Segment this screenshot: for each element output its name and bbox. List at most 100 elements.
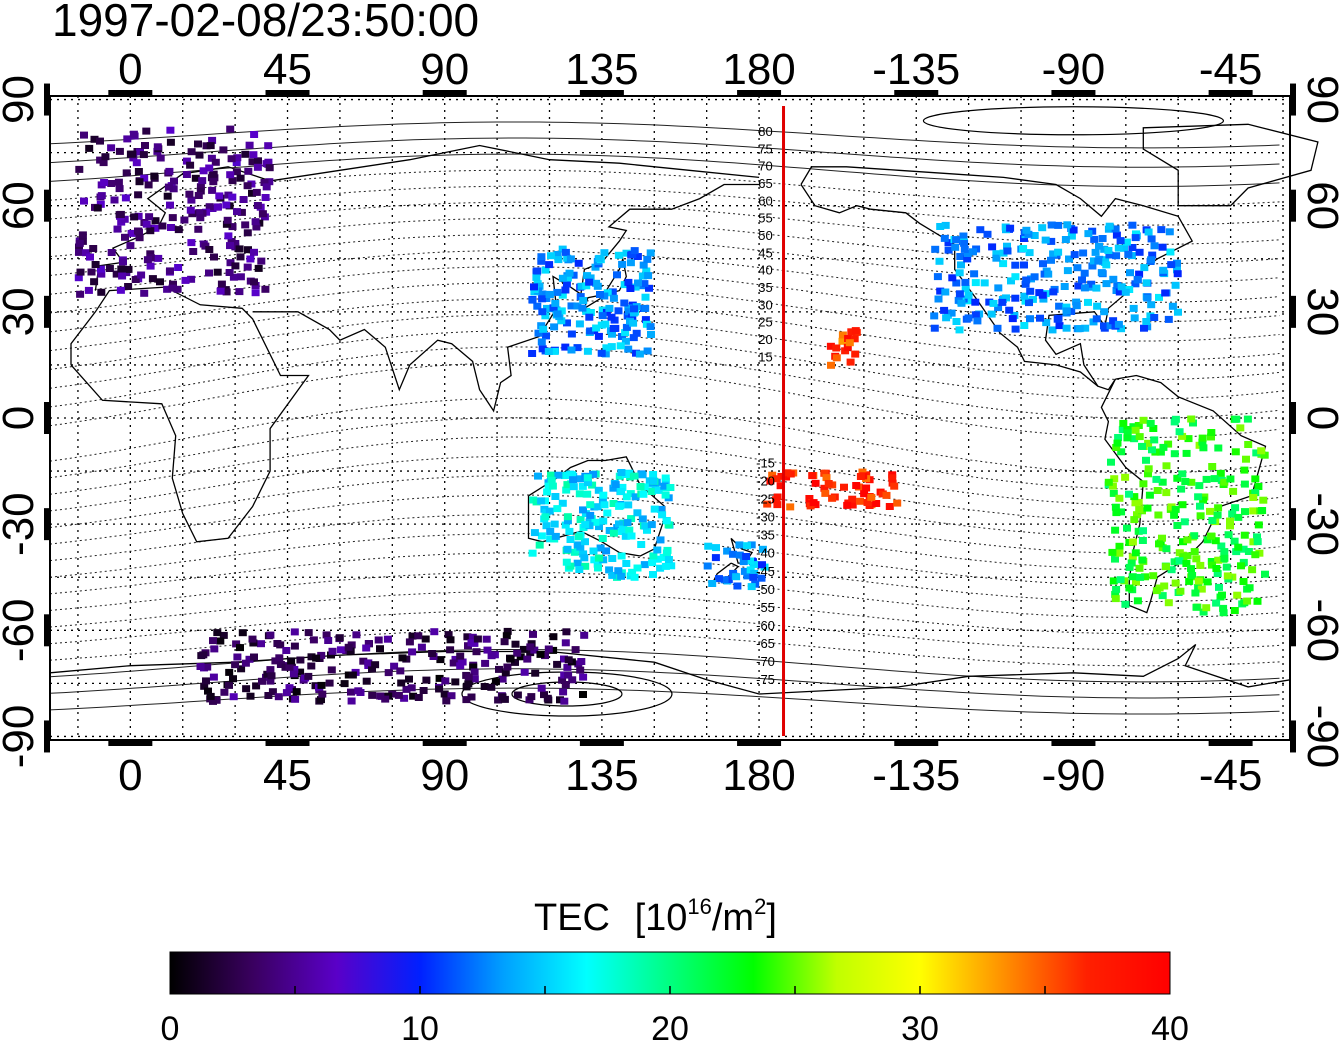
tec-point bbox=[838, 331, 847, 339]
tec-point bbox=[1148, 251, 1157, 259]
tec-point bbox=[534, 472, 542, 480]
tec-point bbox=[304, 672, 313, 680]
tec-point bbox=[1237, 562, 1245, 570]
tec-point bbox=[1054, 248, 1063, 256]
tec-point bbox=[583, 474, 592, 482]
tec-point bbox=[383, 635, 392, 643]
tec-point bbox=[1179, 553, 1188, 561]
tec-point bbox=[409, 692, 418, 700]
tec-point bbox=[523, 655, 532, 663]
coastline bbox=[1142, 123, 1319, 207]
tec-point bbox=[1062, 303, 1071, 311]
tec-point bbox=[743, 572, 752, 580]
tec-point bbox=[1088, 262, 1097, 270]
tec-point bbox=[1139, 416, 1148, 424]
tec-point bbox=[245, 141, 254, 149]
tec-point bbox=[562, 280, 571, 288]
tec-point bbox=[436, 656, 445, 664]
tec-point bbox=[252, 188, 261, 196]
tec-point bbox=[1112, 444, 1121, 451]
tec-point bbox=[1133, 275, 1142, 283]
tec-point bbox=[1011, 261, 1020, 269]
tec-point bbox=[720, 576, 729, 584]
tec-point bbox=[601, 320, 610, 328]
tec-point bbox=[1093, 302, 1102, 310]
tec-point bbox=[583, 347, 592, 355]
tec-point bbox=[544, 348, 553, 355]
tec-point bbox=[1120, 244, 1128, 252]
tec-point bbox=[724, 576, 733, 584]
tec-point bbox=[1191, 589, 1200, 597]
tec-point bbox=[588, 481, 597, 489]
frame-tick bbox=[44, 508, 50, 541]
tec-point bbox=[261, 194, 270, 201]
frame-tick bbox=[1290, 614, 1296, 647]
coastline bbox=[800, 184, 1099, 387]
tec-point bbox=[296, 668, 305, 676]
tec-point bbox=[576, 293, 585, 301]
tec-point bbox=[637, 541, 646, 548]
tec-point bbox=[146, 227, 155, 235]
tec-point bbox=[820, 484, 829, 492]
tec-point bbox=[266, 666, 275, 674]
tec-point bbox=[649, 477, 658, 485]
tec-point bbox=[513, 649, 522, 657]
tec-point bbox=[613, 573, 621, 581]
tec-point bbox=[114, 178, 123, 186]
tec-point bbox=[135, 234, 144, 242]
tec-point bbox=[609, 294, 618, 302]
tec-point bbox=[1133, 511, 1141, 519]
tec-point bbox=[325, 679, 334, 687]
tec-point bbox=[1211, 537, 1220, 545]
tec-point bbox=[568, 676, 577, 684]
tec-point bbox=[422, 676, 431, 684]
tec-point bbox=[1187, 565, 1195, 573]
tec-point bbox=[772, 475, 781, 483]
tec-point bbox=[1025, 299, 1033, 307]
tec-point bbox=[1112, 585, 1121, 593]
tec-point bbox=[285, 684, 294, 692]
tec-point bbox=[820, 469, 829, 477]
tec-point bbox=[630, 305, 638, 313]
tec-point bbox=[561, 521, 570, 529]
tec-point bbox=[629, 319, 638, 327]
tec-point bbox=[777, 472, 786, 480]
tec-point bbox=[537, 338, 546, 346]
magnetic-latitude-label: 30 bbox=[758, 297, 772, 312]
tec-point bbox=[642, 267, 651, 275]
tec-point bbox=[1132, 578, 1140, 586]
tec-point bbox=[202, 677, 210, 685]
tec-point bbox=[749, 573, 758, 581]
tec-point bbox=[276, 661, 285, 668]
tec-point bbox=[209, 637, 217, 645]
tec-point bbox=[1142, 456, 1150, 464]
tec-point bbox=[955, 269, 964, 277]
tec-point bbox=[1188, 572, 1197, 579]
frame-tick bbox=[1290, 83, 1296, 116]
tec-point bbox=[605, 566, 614, 574]
tec-point bbox=[569, 271, 578, 279]
tec-point bbox=[936, 287, 945, 295]
tec-point bbox=[638, 515, 647, 523]
tec-point bbox=[456, 662, 465, 670]
tec-point bbox=[148, 275, 157, 283]
tec-point bbox=[1105, 222, 1114, 230]
tec-point bbox=[209, 178, 218, 186]
tec-point bbox=[134, 191, 143, 199]
tec-point bbox=[1114, 244, 1123, 252]
tec-point bbox=[206, 692, 215, 700]
tec-point bbox=[1254, 483, 1263, 490]
tec-point bbox=[1115, 494, 1124, 502]
tec-point bbox=[1158, 243, 1167, 251]
tec-point bbox=[169, 185, 178, 193]
tec-point bbox=[1131, 426, 1140, 434]
tec-point bbox=[596, 544, 605, 552]
tec-point bbox=[1242, 455, 1250, 463]
tec-point bbox=[1196, 502, 1204, 510]
tec-point bbox=[101, 153, 110, 161]
tec-point bbox=[605, 304, 614, 312]
tec-point bbox=[562, 628, 571, 636]
tec-point bbox=[506, 655, 515, 663]
tec-point bbox=[758, 545, 767, 553]
tec-point bbox=[593, 503, 602, 511]
